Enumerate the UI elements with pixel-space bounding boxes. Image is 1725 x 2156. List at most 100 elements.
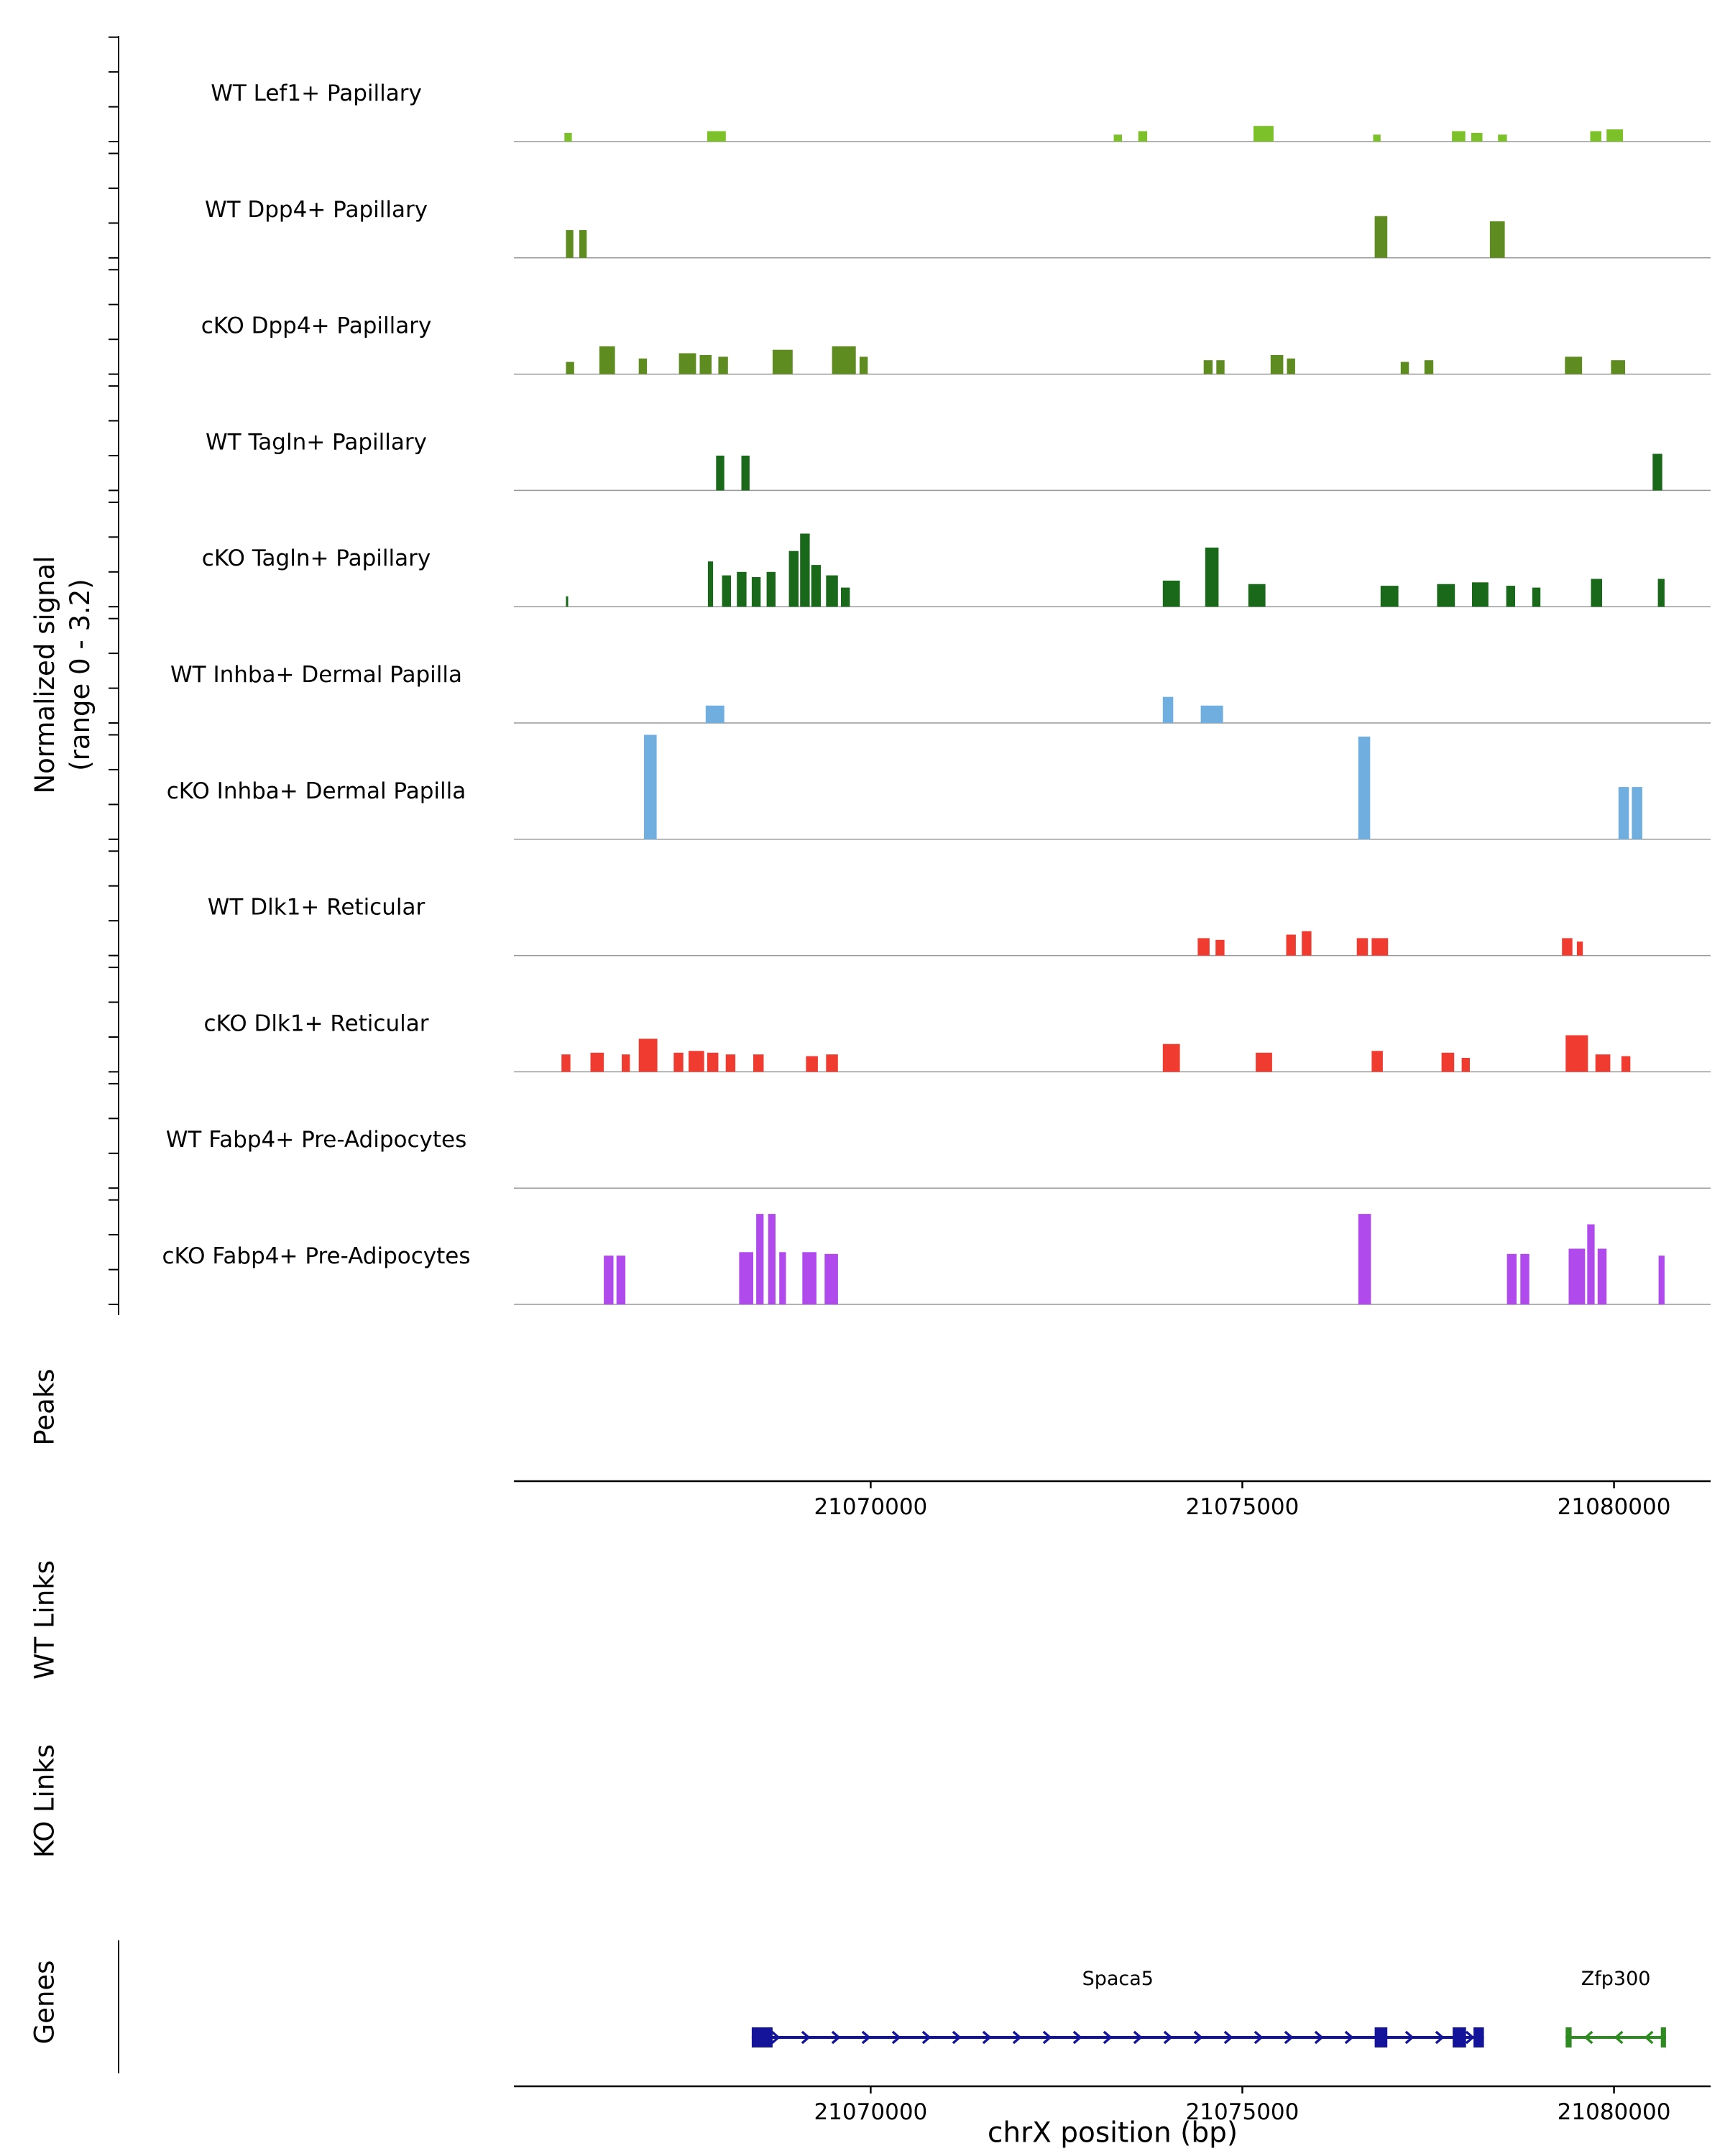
y-axis-title-line1: Normalized signal (29, 556, 61, 794)
gene-strand-arrow (1072, 2030, 1082, 2045)
gene-strand-arrow (1042, 2030, 1052, 2045)
signal-peak (1286, 934, 1296, 956)
signal-peak (779, 1252, 786, 1304)
gene-strand-arrow (861, 2030, 871, 2045)
signal-track-6: WT Inhba+ Dermal Papilla (109, 617, 1711, 724)
signal-peak (1590, 131, 1601, 142)
signal-peak (826, 575, 838, 607)
gene-strand-arrow (1435, 2030, 1445, 2045)
signal-peak (718, 356, 728, 374)
signal-peak (707, 131, 726, 142)
signal-track-2: WT Dpp4+ Papillary (109, 152, 1711, 259)
signal-peak (1200, 705, 1223, 723)
section-label-genes: Genes (29, 1960, 60, 2045)
signal-peak (1472, 582, 1489, 607)
gene-strand-arrow (1163, 2030, 1173, 2045)
signal-peak (1371, 938, 1389, 956)
signal-peak (800, 533, 810, 607)
signal-peak (1565, 356, 1583, 374)
signal-peak (579, 230, 587, 258)
signal-track-5: cKO Tagln+ Papillary (109, 501, 1711, 608)
signal-track-10: WT Fabp4+ Pre-Adipocytes (109, 1082, 1711, 1189)
x-axis-tick-label: 21070000 (814, 2099, 927, 2125)
signal-peak (859, 356, 868, 374)
x-axis-tick-label: 21075000 (1186, 1494, 1300, 1520)
signal-peak (1520, 1253, 1530, 1304)
signal-peak (1113, 134, 1122, 142)
gene-strand-arrow (921, 2030, 932, 2045)
gene-strand-arrow (1583, 2030, 1593, 2045)
signal-peak (707, 1052, 719, 1072)
signal-peak (722, 575, 731, 607)
signal-peak (1652, 453, 1662, 491)
signal-peak (1498, 134, 1507, 142)
signal-track-3: cKO Dpp4+ Papillary (109, 269, 1711, 375)
signal-peak (1203, 360, 1213, 374)
signal-peak (1568, 1248, 1586, 1304)
signal-peak (753, 1054, 764, 1072)
track-label: WT Lef1+ Papillary (211, 80, 422, 106)
signal-peak (1138, 131, 1148, 142)
signal-peak (788, 550, 799, 607)
x-axis-tick-label: 21080000 (1558, 2099, 1671, 2125)
signal-peak (1611, 360, 1625, 374)
signal-peak (772, 349, 793, 374)
signal-peak (1400, 361, 1409, 374)
signal-peak (1287, 358, 1295, 374)
gene-strand-arrow (1344, 2030, 1354, 2045)
signal-peak (826, 1054, 838, 1072)
gene-exon (1453, 2027, 1466, 2047)
gene-strand-arrow (1012, 2030, 1022, 2045)
track-label: WT Fabp4+ Pre-Adipocytes (166, 1127, 467, 1153)
signal-peak (1489, 221, 1505, 258)
signal-peak (566, 361, 574, 374)
signal-peak (622, 1054, 630, 1072)
signal-track-1: WT Lef1+ Papillary (109, 36, 1711, 142)
signal-peak (689, 1051, 704, 1072)
signal-peak (824, 1253, 838, 1304)
peaks-x-axis: 21070000 21075000 21080000 (514, 1480, 1711, 1520)
track-label: cKO Tagln+ Papillary (202, 545, 431, 571)
signal-peak (1621, 1056, 1631, 1072)
signal-peak (1358, 736, 1371, 839)
x-axis-tick-label: 21075000 (1186, 2099, 1300, 2125)
signal-peak (566, 230, 574, 258)
signal-peak (768, 1214, 776, 1304)
signal-peak (566, 596, 569, 607)
signal-peak (1606, 129, 1623, 142)
signal-peak (811, 565, 822, 607)
signal-peak (1248, 584, 1266, 607)
signal-peak (1461, 1058, 1470, 1072)
gene-strand-arrow (1314, 2030, 1324, 2045)
signal-peak (1595, 1054, 1611, 1072)
signal-track-4: WT Tagln+ Papillary (109, 385, 1711, 492)
signal-peak (1256, 1052, 1272, 1072)
genes-x-axis: 21070000 21075000 21080000 (514, 2085, 1711, 2125)
signal-peak (1215, 939, 1225, 956)
track-label: WT Tagln+ Papillary (206, 429, 427, 455)
signal-peak (716, 456, 724, 491)
signal-peak (707, 561, 714, 607)
signal-peak (1452, 131, 1466, 142)
signal-peak (638, 358, 648, 374)
signal-peak (751, 577, 761, 607)
gene-strand-arrow (982, 2030, 992, 2045)
section-label-ko-links: KO Links (29, 1743, 60, 1858)
signal-peak (1371, 1051, 1383, 1072)
signal-peak (1424, 360, 1434, 374)
section-label-peaks: Peaks (29, 1368, 60, 1446)
gene-spaca5: Spaca5 (751, 1968, 1484, 2047)
signal-track-11: cKO Fabp4+ Pre-Adipocytes (109, 1199, 1711, 1305)
signal-peak (766, 571, 776, 607)
signal-peak (599, 346, 615, 374)
signal-peak (756, 1214, 764, 1304)
gene-strand-arrow (1133, 2030, 1143, 2045)
signal-peak (1162, 580, 1180, 607)
signal-peak (1380, 586, 1399, 607)
track-label: cKO Dpp4+ Papillary (201, 313, 432, 339)
signal-peak (1437, 584, 1455, 607)
track-label: cKO Dlk1+ Reticular (204, 1010, 429, 1036)
signal-peak (1597, 1248, 1607, 1304)
